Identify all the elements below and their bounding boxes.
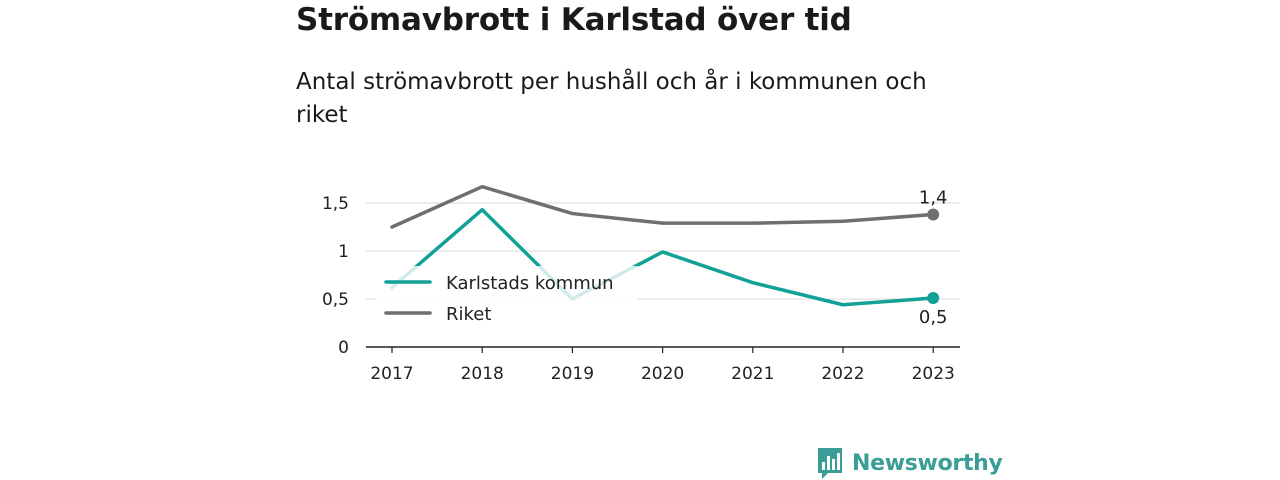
newsworthy-brand: Newsworthy [816,446,1003,480]
y-axis-ticks: 0 0,5 1 1,5 [322,194,349,358]
series-line-karlstads-kommun [390,207,935,307]
series-end-point [927,208,940,221]
x-tick-label: 2019 [551,364,594,384]
legend-background [376,266,638,330]
legend: Karlstads kommun Riket [376,266,638,330]
x-axis: 2017 2018 2019 2020 2021 2022 2023 [366,346,960,384]
bar-chart-logo-icon [818,448,842,479]
series-end-point [927,292,940,305]
series-lines [390,184,940,307]
y-tick-label: 0 [338,338,349,358]
x-tick-label: 2023 [912,364,955,384]
value-labels: 1,4 0,5 [919,188,948,329]
brand-name: Newsworthy [852,450,1003,476]
y-tick-label: 1,5 [322,194,349,214]
legend-label: Riket [446,304,491,325]
end-value-label-riket: 1,4 [919,188,948,209]
x-tick-label: 2018 [461,364,504,384]
x-tick-label: 2021 [731,364,774,384]
y-tick-label: 1 [338,242,349,262]
chart-title: Strömavbrott i Karlstad över tid [296,2,852,38]
y-tick-label: 0,5 [322,290,349,310]
end-value-label-karlstad: 0,5 [919,307,948,328]
x-tick-label: 2020 [641,364,684,384]
series-line-riket [390,184,935,229]
legend-label: Karlstads kommun [446,273,614,294]
x-tick-label: 2022 [821,364,864,384]
chart-subtitle: Antal strömavbrott per hushåll och år i … [296,69,927,128]
x-tick-label: 2017 [370,364,413,384]
